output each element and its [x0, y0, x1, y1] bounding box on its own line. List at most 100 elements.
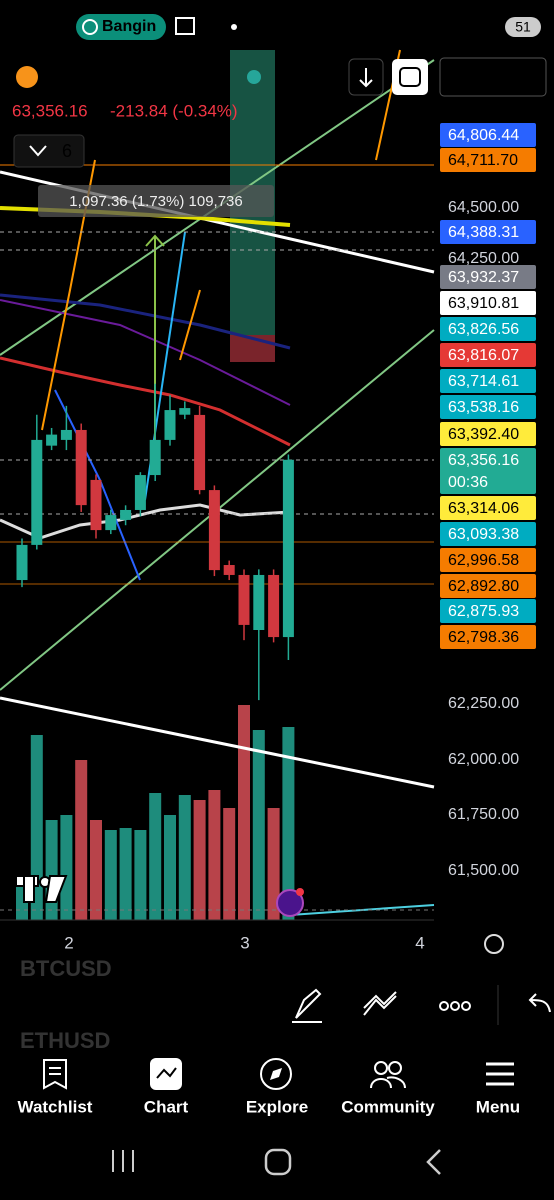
price-label-bg [440, 599, 536, 623]
price-label: 62,000.00 [448, 751, 519, 768]
price-label-bg [440, 574, 536, 598]
replay-button[interactable] [276, 889, 304, 917]
change: -213.84 (-0.34%) [110, 101, 238, 120]
arrow-head [145, 234, 165, 247]
symbol: BITCOIN / USDT [48, 66, 200, 88]
pill-icon [82, 19, 98, 35]
price-label-bg [440, 343, 536, 367]
watchlist-icon[interactable] [43, 1059, 67, 1090]
menu-icon[interactable] [486, 1062, 514, 1086]
volume-bar [60, 815, 73, 920]
countdown: 00:36 [448, 474, 488, 491]
trend-line [0, 696, 435, 789]
candle-body [194, 414, 206, 491]
price-label: 61,750.00 [448, 806, 519, 823]
candle-body [208, 490, 220, 571]
currency: USDT [447, 66, 493, 85]
price-label: 62,798.36 [448, 629, 519, 646]
volume-bar [267, 808, 280, 920]
volume-bar [119, 828, 132, 920]
volume-bar [282, 727, 295, 920]
price-label: 63,392.40 [448, 426, 519, 443]
more-icon[interactable] [439, 1001, 471, 1011]
x-label: 2 [64, 933, 73, 952]
candle-body [179, 408, 191, 415]
candle-body [149, 439, 161, 476]
candle-body [60, 429, 72, 440]
undo-icon[interactable] [528, 993, 551, 1013]
price-label-bg [440, 220, 536, 244]
price-label: 63,093.38 [448, 526, 519, 543]
volume-bar [75, 760, 88, 920]
nav-label: Explore [246, 1097, 308, 1116]
ma-purple [0, 299, 291, 406]
tv-logo [15, 875, 68, 903]
price-label: 63,932.37 [448, 269, 519, 286]
indicators-toggle[interactable] [13, 134, 85, 168]
price-label: 64,711.70 [448, 152, 518, 169]
draw-icon[interactable] [292, 988, 322, 1023]
trend-icon[interactable] [363, 991, 397, 1016]
ma-red [0, 356, 291, 447]
measure-label: 1,097.36 (1.73%) 109,736 [69, 193, 242, 210]
volume-bar [208, 790, 221, 920]
x-label: 3 [240, 933, 249, 952]
price-label-bg [440, 496, 536, 520]
coin-icon [16, 66, 38, 88]
candles: 64,806.44 64,711.70 64,500.00 64,388.31 64,2… [16, 123, 536, 952]
price-label-bg [440, 291, 536, 315]
chart-area [16, 705, 295, 920]
currency-select[interactable] [439, 57, 547, 97]
price-label: 61,500.00 [448, 862, 519, 879]
nav-bar [0, 1050, 554, 1130]
explore-icon[interactable] [260, 1058, 292, 1090]
price-label-bg [440, 625, 536, 649]
chart-icon[interactable] [150, 1058, 182, 1090]
price-label: 62,875.93 [448, 603, 519, 620]
candle-body [282, 459, 294, 638]
explore-needle [270, 1068, 282, 1080]
toolbar-symbol[interactable]: BTCUSD [20, 990, 116, 1016]
market-status [247, 70, 261, 84]
candle-body [134, 475, 146, 510]
chevron [29, 145, 47, 157]
ma-blue [0, 293, 291, 350]
download-icon [359, 68, 373, 88]
volume-bar [134, 830, 147, 920]
candle-body [120, 509, 132, 520]
price-label-bg [440, 369, 536, 393]
community-icon[interactable] [370, 1061, 406, 1089]
volume-bar [90, 820, 102, 920]
settings-icon[interactable] [484, 934, 504, 954]
nav-label: Menu [476, 1097, 520, 1116]
price-label: 63,714.61 [448, 373, 519, 390]
layout-icon [399, 67, 421, 87]
volume-bar [45, 820, 58, 920]
candle-body [253, 574, 265, 630]
volume-bar [149, 793, 162, 920]
price-label-bg [440, 448, 536, 494]
price-label-bg [440, 123, 536, 147]
volume-bar [252, 730, 265, 920]
network: 5G [460, 16, 483, 35]
chart-icon-line [156, 1067, 177, 1079]
status-icon [175, 17, 195, 35]
volume-bar [164, 815, 176, 920]
price-label: 64,806.44 [448, 127, 519, 144]
back-button[interactable] [426, 1149, 441, 1175]
price-label: 62,250.00 [448, 695, 519, 712]
interval[interactable]: 2h [148, 990, 175, 1016]
candle-body [268, 574, 280, 638]
layout-button[interactable] [392, 59, 428, 95]
price-label-bg [440, 265, 536, 289]
battery [505, 17, 541, 37]
home-button[interactable] [264, 1148, 292, 1176]
price-label: 64,500.00 [448, 199, 519, 216]
dot [231, 24, 237, 30]
recents-button[interactable] [112, 1150, 134, 1172]
candle-body [223, 565, 235, 575]
x-label: 4 [415, 933, 424, 952]
price-label-bg [440, 148, 536, 172]
